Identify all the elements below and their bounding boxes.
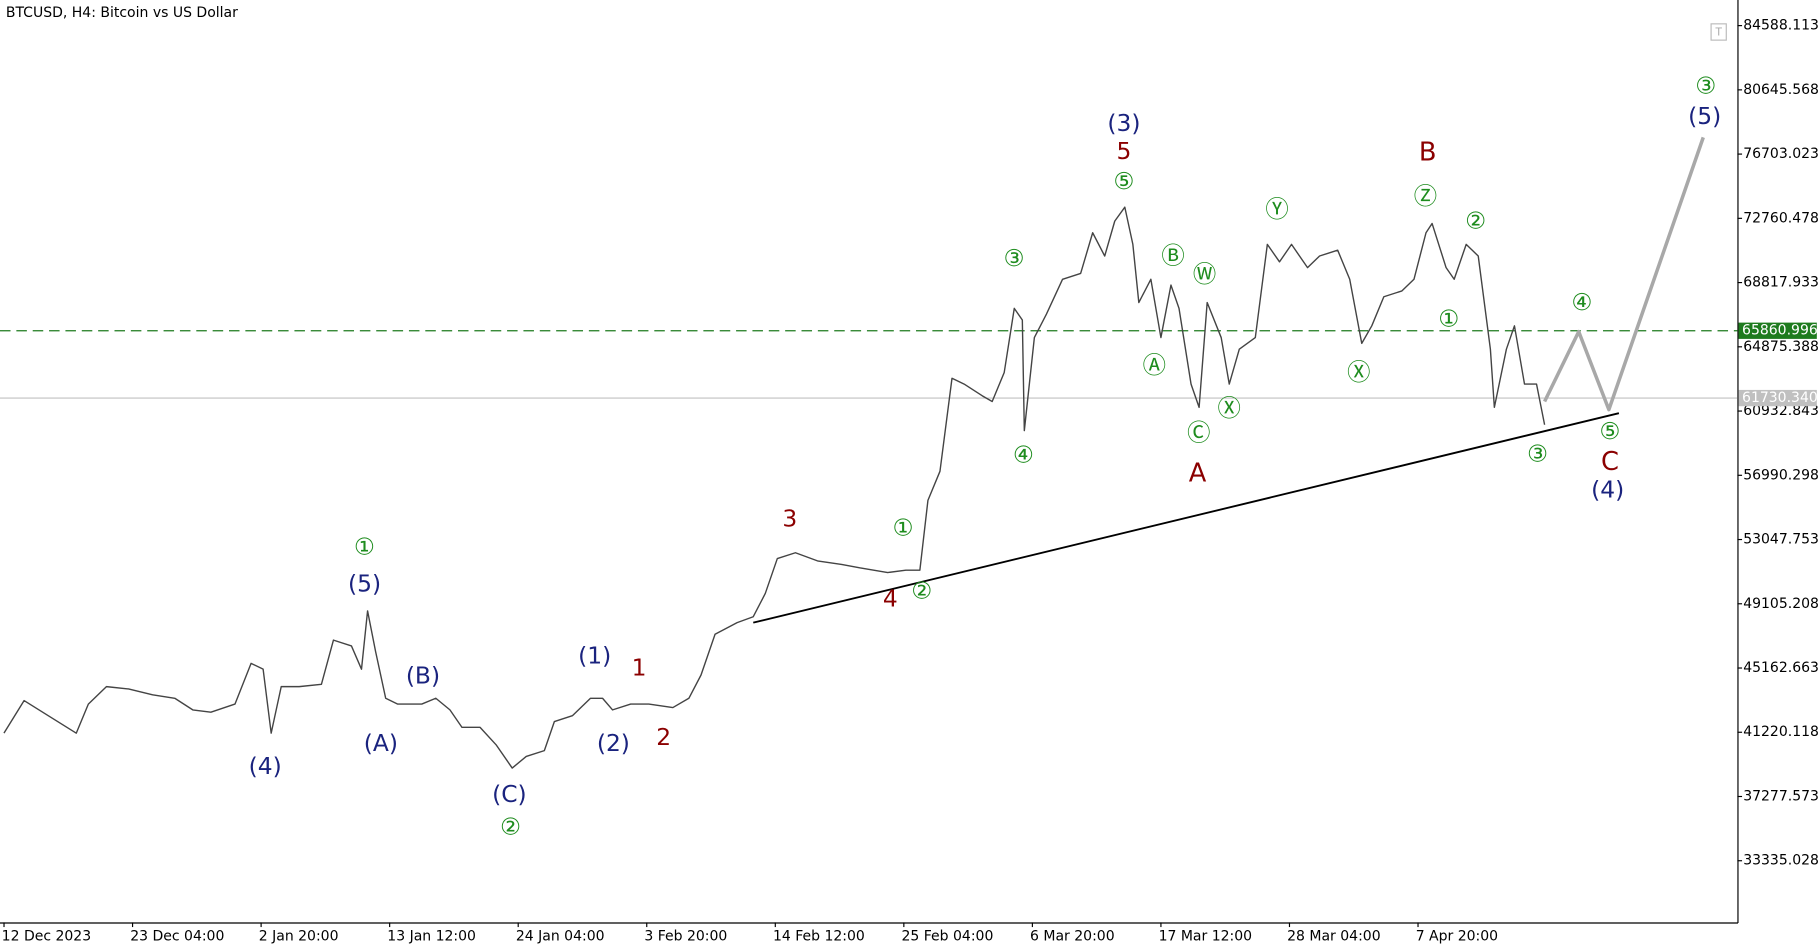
y-tick-label: 60932.843 <box>1743 403 1818 419</box>
x-tick-label: 14 Feb 12:00 <box>773 928 865 944</box>
y-tick-label: 76703.023 <box>1743 146 1818 162</box>
wave-label: ② <box>500 814 521 841</box>
wave-label: Ⓧ <box>1217 395 1240 422</box>
wave-label: Ⓒ <box>1187 419 1210 446</box>
wave-label: Ⓩ <box>1414 183 1437 210</box>
wave-label: ① <box>354 533 375 560</box>
wave-label: ③ <box>1004 245 1025 272</box>
wave-label: ④ <box>1013 442 1034 469</box>
x-tick-label: 2 Jan 20:00 <box>259 928 339 944</box>
price-level-label: 61730.340 <box>1742 390 1818 406</box>
wave-label: Ⓧ <box>1347 359 1370 386</box>
wave-label: (B) <box>406 663 440 690</box>
wave-label: 5 <box>1117 138 1132 165</box>
y-tick-label: 33335.028 <box>1743 853 1818 869</box>
y-tick-label: 41220.118 <box>1743 724 1818 740</box>
x-tick-label: 7 Apr 20:00 <box>1416 928 1498 944</box>
wave-label: ③ <box>1695 73 1716 100</box>
wave-label: Ⓐ <box>1143 352 1166 379</box>
wave-label: ③ <box>1527 440 1548 467</box>
price-level-tag <box>1738 322 1817 339</box>
y-tick-label: 80645.568 <box>1743 82 1818 98</box>
y-tick-label: 49105.208 <box>1743 596 1818 612</box>
trade-button-icon[interactable]: T <box>1714 27 1722 39</box>
price-line <box>3 206 1546 769</box>
wave-label: Ⓨ <box>1265 196 1288 223</box>
x-tick-label: 12 Dec 2023 <box>2 928 91 944</box>
wave-label: C <box>1601 447 1619 477</box>
x-tick-label: 28 Mar 04:00 <box>1287 928 1380 944</box>
y-tick-label: 45162.663 <box>1743 660 1818 676</box>
y-tick-label: 53047.753 <box>1743 532 1818 548</box>
wave-label: 3 <box>782 505 797 532</box>
wave-label: 1 <box>632 654 647 681</box>
x-tick-label: 25 Feb 04:00 <box>902 928 994 944</box>
wave-label: ② <box>1465 208 1486 235</box>
x-tick-label: 17 Mar 12:00 <box>1159 928 1252 944</box>
wave-label: 4 <box>883 586 898 613</box>
y-tick-label: 72760.478 <box>1743 210 1818 226</box>
x-tick-label: 23 Dec 04:00 <box>130 928 224 944</box>
wave-label: ⑤ <box>1600 418 1621 445</box>
wave-label: ① <box>893 515 914 542</box>
wave-label: Ⓦ <box>1193 261 1216 288</box>
trendline <box>753 412 1620 624</box>
wave-label: 2 <box>656 724 671 751</box>
chart-title: BTCUSD, H4: Bitcoin vs US Dollar <box>6 5 238 21</box>
y-tick-label: 64875.388 <box>1743 339 1818 355</box>
wave-label: B <box>1419 138 1437 168</box>
wave-label: (3) <box>1107 110 1140 137</box>
y-tick-label: 68817.933 <box>1743 275 1818 291</box>
wave-label: Ⓑ <box>1161 243 1184 270</box>
y-tick-label: 37277.573 <box>1743 789 1818 805</box>
wave-label: (5) <box>348 571 381 598</box>
wave-label: ① <box>1438 305 1459 332</box>
price-level-tag <box>1738 389 1817 407</box>
wave-label: (A) <box>364 730 398 757</box>
wave-label: (5) <box>1688 103 1721 130</box>
trade-button[interactable] <box>1710 23 1727 41</box>
wave-label: (2) <box>597 730 630 757</box>
wave-label: (1) <box>578 643 611 670</box>
wave-label: (C) <box>492 781 527 808</box>
wave-label: ② <box>911 578 932 605</box>
x-tick-label: 6 Mar 20:00 <box>1030 928 1115 944</box>
price-level-label: 65860.996 <box>1742 323 1818 339</box>
wave-label: ④ <box>1572 289 1593 316</box>
wave-label: (4) <box>1591 476 1624 503</box>
x-tick-label: 3 Feb 20:00 <box>644 928 727 944</box>
y-tick-label: 56990.298 <box>1743 467 1818 483</box>
wave-label: A <box>1189 459 1207 489</box>
projection-line <box>1543 136 1705 412</box>
y-tick-label: 84588.113 <box>1743 18 1818 34</box>
wave-label: ⑤ <box>1114 168 1135 195</box>
x-tick-label: 24 Jan 04:00 <box>516 928 605 944</box>
x-tick-label: 13 Jan 12:00 <box>387 928 476 944</box>
wave-label: (4) <box>249 753 282 780</box>
